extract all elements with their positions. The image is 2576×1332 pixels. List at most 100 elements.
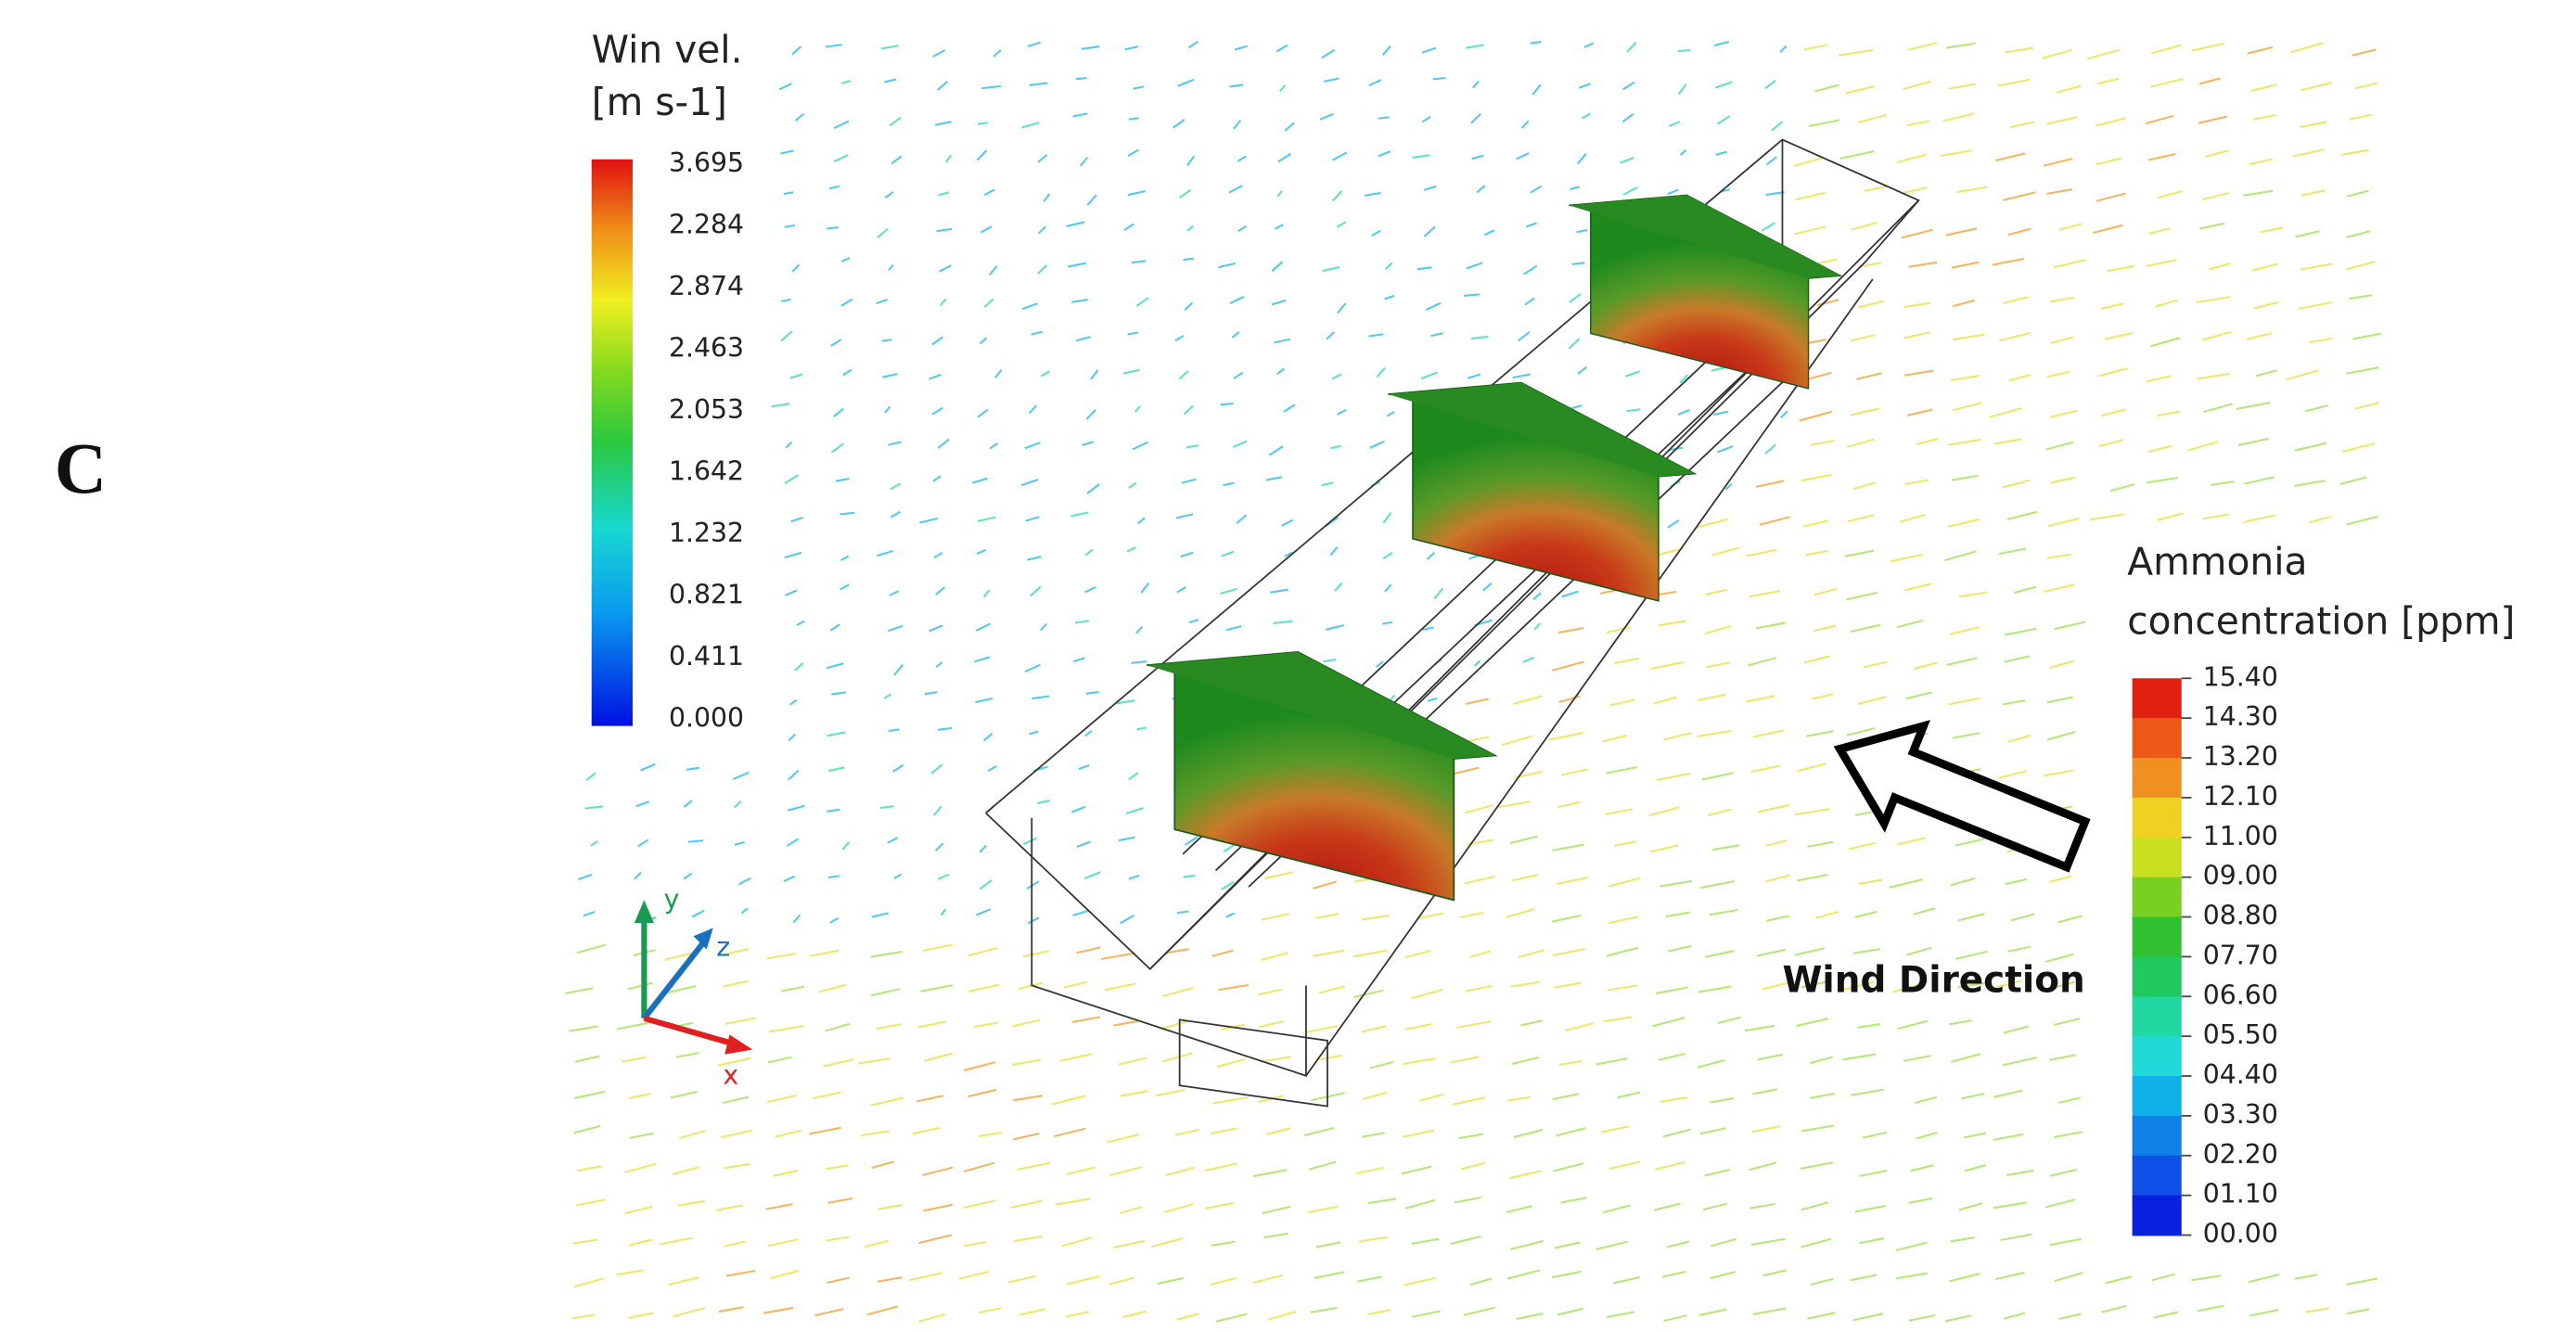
flow-vector xyxy=(628,1312,654,1319)
flow-vector xyxy=(1464,293,1480,298)
color-band xyxy=(2132,678,2182,720)
flow-vector xyxy=(1548,732,1583,741)
flow-vector xyxy=(1551,1270,1582,1279)
flow-vector xyxy=(975,697,993,704)
flow-vector xyxy=(767,1056,792,1064)
flow-vector xyxy=(1470,112,1481,124)
flow-vector xyxy=(781,298,791,302)
flow-vector xyxy=(809,1126,841,1135)
flow-vector xyxy=(1614,657,1639,665)
flow-vector xyxy=(1382,621,1393,625)
flow-vector xyxy=(1037,154,1048,163)
flow-vector xyxy=(1568,338,1581,350)
flow-vector xyxy=(2208,263,2231,271)
flow-vector xyxy=(2157,189,2183,199)
color-band xyxy=(2132,1155,2182,1197)
flow-vector xyxy=(2050,296,2075,303)
flow-vector xyxy=(1998,770,2028,779)
color-band xyxy=(2132,797,2182,839)
flow-vector xyxy=(1724,482,1733,491)
flow-vector xyxy=(963,1061,996,1072)
flow-vector xyxy=(1310,1306,1338,1313)
tick-label: 1.642 xyxy=(669,456,744,487)
flow-vector xyxy=(1650,844,1679,853)
flow-vector xyxy=(828,766,845,773)
flow-vector xyxy=(1899,513,1927,523)
flow-vector xyxy=(936,227,953,233)
flow-vector xyxy=(1897,1019,1929,1031)
flow-vector xyxy=(1419,1093,1444,1102)
flow-vector xyxy=(771,403,790,408)
flow-vector xyxy=(1007,1274,1036,1284)
flow-vector xyxy=(890,482,902,491)
flow-vector xyxy=(1082,441,1095,446)
flow-vector xyxy=(2049,1054,2076,1061)
flow-vector xyxy=(2153,1311,2179,1319)
flow-vector xyxy=(964,1240,987,1248)
flow-vector xyxy=(932,49,946,58)
flow-vector xyxy=(1177,78,1195,87)
flow-vector xyxy=(1265,1127,1291,1136)
flow-vector xyxy=(1553,1162,1584,1172)
flow-vector xyxy=(1021,302,1038,311)
flow-vector xyxy=(2086,48,2121,60)
flow-vector xyxy=(1895,1272,1929,1280)
flow-vector xyxy=(2300,263,2333,271)
flow-vector xyxy=(889,116,902,127)
flow-vector xyxy=(882,373,898,378)
flow-vector xyxy=(988,265,998,276)
barn-units xyxy=(1147,194,1843,902)
flow-vector xyxy=(1306,1025,1339,1033)
flow-vector xyxy=(2202,513,2229,520)
flow-vector xyxy=(870,1096,904,1107)
flow-vector xyxy=(968,946,997,957)
color-band xyxy=(2132,718,2182,759)
tick-label: 03.30 xyxy=(2203,1099,2278,1130)
flow-vector xyxy=(1796,873,1828,882)
flow-vector xyxy=(1750,1237,1786,1246)
flow-vector xyxy=(876,549,893,557)
flow-vector xyxy=(2006,510,2038,520)
flow-vector xyxy=(1472,80,1480,89)
flow-vector xyxy=(1951,1053,1981,1063)
flow-vector xyxy=(2004,655,2031,663)
flow-vector xyxy=(827,875,840,879)
flow-vector xyxy=(1805,549,1828,557)
flow-vector xyxy=(889,590,900,596)
flow-vector xyxy=(1801,1201,1829,1211)
flow-vector xyxy=(2045,441,2074,451)
flow-vector xyxy=(1260,952,1288,961)
flow-vector xyxy=(1315,1241,1341,1249)
flow-vector xyxy=(1421,116,1431,123)
flow-vector xyxy=(993,369,1003,379)
flow-vector xyxy=(2101,408,2127,417)
flow-vector xyxy=(1696,729,1732,738)
flow-vector xyxy=(1807,1312,1836,1320)
flow-vector xyxy=(1859,261,1882,268)
flow-vector xyxy=(1275,44,1288,53)
flow-vector xyxy=(1581,112,1591,120)
flow-vector xyxy=(1218,262,1236,269)
flow-vector xyxy=(687,839,703,843)
flow-vector xyxy=(1476,185,1486,194)
flow-vector xyxy=(1174,334,1185,342)
flow-vector xyxy=(1353,949,1388,958)
flow-vector xyxy=(1131,260,1147,264)
flow-vector xyxy=(1606,1311,1635,1319)
flow-vector xyxy=(1558,1059,1583,1067)
flow-vector xyxy=(840,80,852,84)
flow-vector xyxy=(1608,1160,1641,1171)
flow-vector xyxy=(1276,190,1283,198)
flow-vector xyxy=(1717,1016,1741,1024)
flow-vector xyxy=(2096,77,2120,85)
flow-vector xyxy=(870,988,901,997)
flow-vector xyxy=(1118,836,1135,842)
flow-vector xyxy=(790,516,803,523)
flow-vector xyxy=(780,149,794,155)
flow-vector xyxy=(1603,1016,1633,1023)
flow-vector xyxy=(1858,300,1884,309)
flow-vector xyxy=(1120,1206,1142,1214)
flow-vector xyxy=(2342,442,2376,453)
flow-vector xyxy=(2294,1274,2318,1280)
